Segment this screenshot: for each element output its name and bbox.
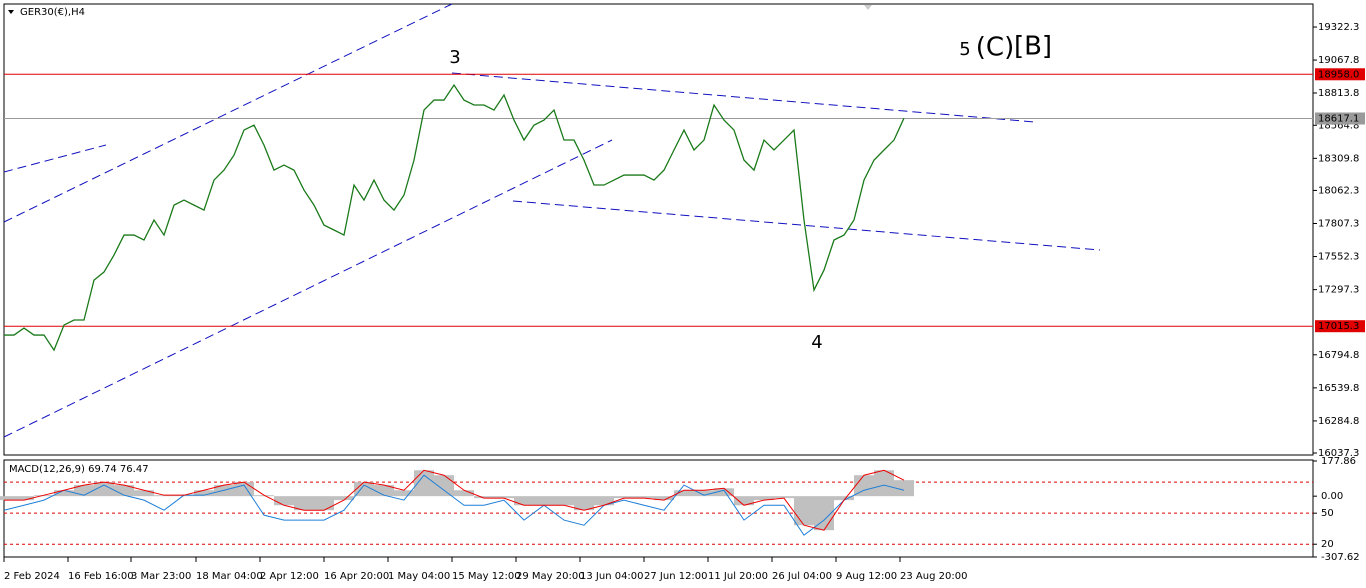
macd-bar [874,470,894,497]
macd-bar [534,496,554,506]
macd-bar [274,496,294,506]
x-tick-label: 2 Apr 12:00 [260,571,319,582]
macd-bar [614,496,634,499]
macd-bar [114,485,134,497]
macd-bar [814,496,834,531]
wave-label: 5 [959,39,970,60]
macd-bar [134,490,154,497]
level-tag [1315,68,1365,81]
y-tick-label: 16539.8 [1318,383,1359,394]
macd-bar [694,490,714,497]
x-tick-label: 13 Jun 04:00 [580,571,644,582]
macd-bar [734,496,754,506]
x-tick-label: 26 Jul 04:00 [772,571,832,582]
y-tick-label: 19322.3 [1318,22,1359,33]
macd-bar [374,485,394,497]
trend-lines [3,3,1101,438]
level-tag [1315,112,1365,125]
x-tick-label: 18 Mar 04:00 [196,571,263,582]
macd-bar [0,496,14,501]
price-line [4,83,905,352]
macd-bar [14,496,34,501]
level-tag [1315,320,1365,333]
trend-line [3,139,613,438]
macd-bar [354,482,374,497]
level-label: 18958.0 [1318,69,1359,80]
x-tick-label: 15 May 12:00 [452,571,521,582]
x-tick-label: 2 Feb 2024 [4,571,60,582]
x-tick-label: 1 May 04:00 [388,571,450,582]
macd-bar [654,496,674,501]
macd-bar [294,496,314,511]
price-panel [3,3,1314,456]
x-tick-label: 27 Jun 12:00 [644,571,708,582]
macd-bar [414,470,434,497]
y-tick-label: 0.00 [1321,491,1343,502]
trend-line [512,200,1101,251]
wave-label: 4 [811,332,822,353]
macd-bar [494,496,514,499]
level-label: 17015.3 [1318,321,1359,332]
x-tick-label: 16 Feb 16:00 [68,571,134,582]
macd-bar [894,480,914,497]
y-tick-label: 18062.3 [1318,185,1359,196]
menu-marker [8,10,14,14]
level-label: 18617.1 [1318,113,1359,124]
macd-bar [54,490,74,497]
macd-line [4,469,905,531]
y-tick-label: -307.62 [1321,552,1360,563]
macd-bar [314,496,334,511]
macd-bar [594,496,614,506]
macd-bar [94,482,114,497]
trend-line [3,144,107,173]
macd-bar [234,482,254,497]
y-tick-label: 50 [1321,508,1334,519]
macd-bar [834,496,854,501]
x-tick-label: 29 May 20:00 [516,571,585,582]
y-tick-label: 17552.3 [1318,252,1359,263]
y-tick-label: 16037.3 [1318,448,1359,459]
macd-bar [634,496,654,499]
y-tick-label: 18564.8 [1318,120,1359,131]
macd-bar [194,490,214,497]
wave-label: (C) [976,33,1014,63]
y-tick-label: 18813.8 [1318,88,1359,99]
macd-bar [674,490,694,497]
macd-bar [514,496,534,506]
x-tick-label: 11 Jul 20:00 [708,571,768,582]
wave-label: 3 [449,47,460,68]
x-tick-label: 9 Aug 12:00 [836,571,897,582]
macd-bar [434,475,454,497]
macd-bar [794,496,814,526]
macd-bar [854,475,874,497]
x-tick-label: 23 Aug 20:00 [900,571,967,582]
y-tick-label: 18309.8 [1318,153,1359,164]
y-tick-label: 19067.8 [1318,55,1359,66]
macd-title: MACD(12,26,9) 69.74 76.47 [9,464,149,475]
y-tick-label: 17297.3 [1318,285,1359,296]
y-tick-label: 16284.8 [1318,416,1359,427]
chart-title: GER30(€),H4 [20,7,85,18]
wave-label: [B] [1014,32,1052,62]
macd-bar [74,485,94,497]
macd-bar [754,496,774,501]
y-tick-label: 177.86 [1321,456,1356,467]
x-tick-label: 16 Apr 20:00 [324,571,389,582]
macd-bar [474,496,494,499]
macd-bar [574,496,594,511]
macd-bar [714,488,734,497]
macd-bar [454,490,474,497]
macd-bar [774,496,794,499]
shift-marker [864,5,872,10]
y-tick-label: 16794.8 [1318,350,1359,361]
macd-bar [334,496,354,501]
y-tick-label: 20 [1321,539,1334,550]
macd-line [3,474,905,536]
x-tick-label: 3 Mar 23:00 [131,571,191,582]
y-tick-label: 17807.3 [1318,218,1359,229]
macd-bar [554,496,574,506]
macd-bar [394,490,414,497]
